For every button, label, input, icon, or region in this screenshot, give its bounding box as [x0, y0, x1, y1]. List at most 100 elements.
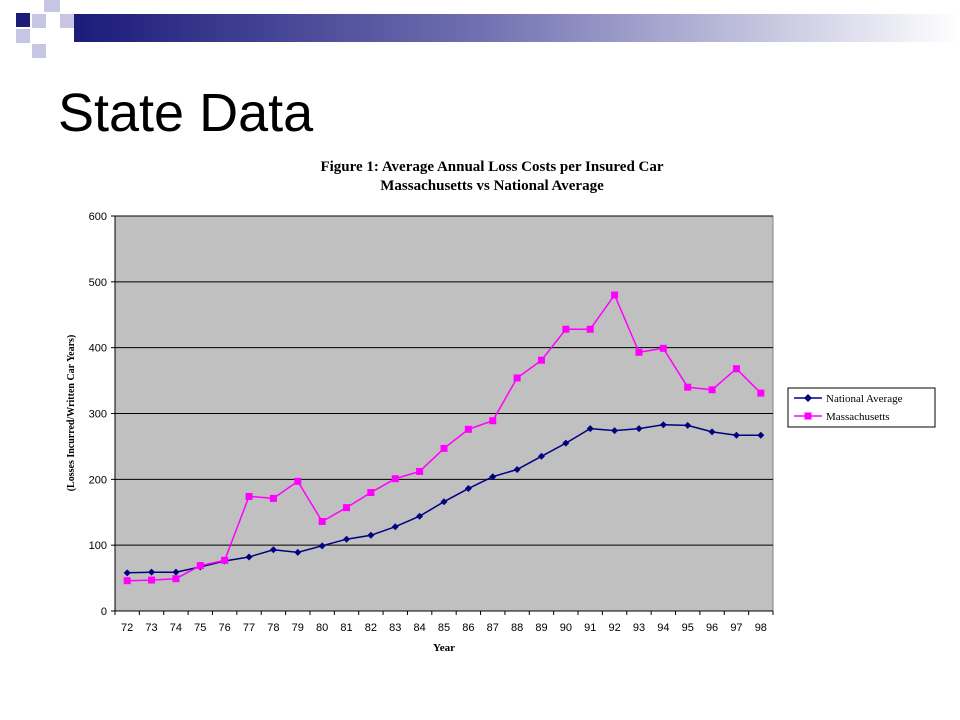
data-point-national-average — [708, 428, 716, 436]
data-point-massachusetts — [269, 494, 277, 502]
data-point-massachusetts — [172, 575, 180, 583]
data-point-national-average — [464, 485, 472, 493]
data-point-massachusetts — [367, 489, 375, 496]
data-point-massachusetts — [659, 344, 667, 352]
x-tick-label: 79 — [292, 622, 304, 634]
y-tick-label: 200 — [89, 474, 107, 486]
data-point-national-average — [684, 421, 692, 429]
data-point-national-average — [537, 452, 545, 460]
data-point-massachusetts — [391, 475, 399, 483]
legend-marker-national — [804, 394, 812, 402]
data-point-massachusetts — [635, 348, 643, 356]
data-point-massachusetts — [489, 417, 497, 425]
x-tick-label: 95 — [682, 622, 694, 634]
data-point-national-average — [245, 553, 253, 561]
data-point-national-average — [318, 542, 326, 550]
x-tick-label: 92 — [608, 622, 620, 634]
data-point-massachusetts — [123, 577, 131, 585]
x-tick-label: 86 — [462, 622, 474, 634]
data-point-massachusetts — [513, 374, 521, 382]
y-tick-label: 300 — [89, 409, 107, 421]
data-point-national-average — [367, 531, 375, 539]
x-tick-label: 93 — [633, 622, 645, 634]
data-point-massachusetts — [586, 325, 594, 333]
data-point-national-average — [440, 498, 448, 506]
legend-label-national: National Average — [826, 393, 903, 405]
y-tick-label: 0 — [101, 606, 107, 618]
data-point-massachusetts — [684, 383, 692, 391]
chart-title: Figure 1: Average Annual Loss Costs per … — [320, 159, 663, 175]
deco-square-light — [16, 29, 30, 43]
deco-square-light — [60, 14, 74, 28]
x-tick-label: 83 — [389, 622, 401, 634]
deco-square-light — [32, 44, 46, 58]
data-point-national-average — [172, 568, 180, 576]
x-tick-label: 73 — [145, 622, 157, 634]
data-point-massachusetts — [148, 576, 156, 584]
x-tick-label: 80 — [316, 622, 328, 634]
data-point-national-average — [513, 465, 521, 473]
x-tick-label: 72 — [121, 622, 133, 634]
data-point-national-average — [391, 523, 399, 531]
data-point-massachusetts — [611, 291, 619, 299]
slide-title: State Data — [58, 83, 314, 143]
x-tick-label: 87 — [487, 622, 499, 634]
x-tick-label: 97 — [730, 622, 742, 634]
legend-label-massachusetts: Massachusetts — [826, 411, 890, 423]
x-tick-label: 89 — [535, 622, 547, 634]
x-tick-label: 91 — [584, 622, 596, 634]
x-tick-label: 76 — [219, 622, 231, 634]
x-tick-label: 81 — [340, 622, 352, 634]
data-point-massachusetts — [196, 562, 204, 570]
y-axis-ticks: 0 100 200 300 400 500 600 — [89, 211, 115, 618]
y-tick-label: 100 — [89, 540, 107, 552]
x-tick-label: 94 — [657, 622, 669, 634]
x-tick-label: 75 — [194, 622, 206, 634]
data-point-massachusetts — [708, 386, 716, 394]
data-point-massachusetts — [440, 444, 448, 452]
y-tick-label: 600 — [89, 211, 107, 223]
x-tick-label: 78 — [267, 622, 279, 634]
data-point-massachusetts — [562, 325, 570, 333]
data-point-massachusetts — [318, 517, 326, 525]
data-point-national-average — [611, 427, 619, 435]
data-point-massachusetts — [294, 477, 302, 485]
x-tick-label: 98 — [755, 622, 767, 634]
x-tick-label: 77 — [243, 622, 255, 634]
deco-square-light — [32, 14, 46, 28]
deco-square-light — [44, 0, 60, 12]
data-point-national-average — [659, 421, 667, 429]
decorative-header-banner — [16, 0, 960, 58]
legend-marker-massachusetts — [804, 412, 812, 420]
x-tick-label: 88 — [511, 622, 523, 634]
series-layer — [123, 291, 765, 585]
data-point-national-average — [562, 439, 570, 447]
data-point-massachusetts — [245, 492, 253, 500]
chart-subtitle: Massachusetts vs National Average — [380, 178, 604, 194]
x-tick-label: 90 — [560, 622, 572, 634]
data-point-national-average — [343, 535, 351, 543]
x-tick-label: 84 — [414, 622, 426, 634]
data-point-massachusetts — [416, 467, 424, 475]
data-point-national-average — [148, 568, 156, 576]
y-axis-label: (Losses Incurred/Written Car Years) — [66, 335, 77, 492]
deco-gradient-band — [74, 14, 960, 42]
data-point-national-average — [586, 425, 594, 433]
data-point-massachusetts — [757, 389, 765, 397]
data-point-national-average — [635, 425, 643, 433]
data-point-national-average — [757, 431, 765, 439]
x-tick-label: 74 — [170, 622, 182, 634]
x-tick-label: 85 — [438, 622, 450, 634]
data-point-massachusetts — [732, 365, 740, 373]
data-point-massachusetts — [221, 556, 229, 564]
data-point-massachusetts — [343, 504, 351, 512]
data-point-national-average — [269, 546, 277, 554]
data-point-massachusetts — [537, 356, 545, 364]
x-tick-label: 96 — [706, 622, 718, 634]
data-point-national-average — [294, 548, 302, 556]
data-point-national-average — [732, 431, 740, 439]
y-tick-label: 400 — [89, 343, 107, 355]
deco-square-dark — [16, 13, 30, 27]
legend-box — [787, 387, 936, 428]
